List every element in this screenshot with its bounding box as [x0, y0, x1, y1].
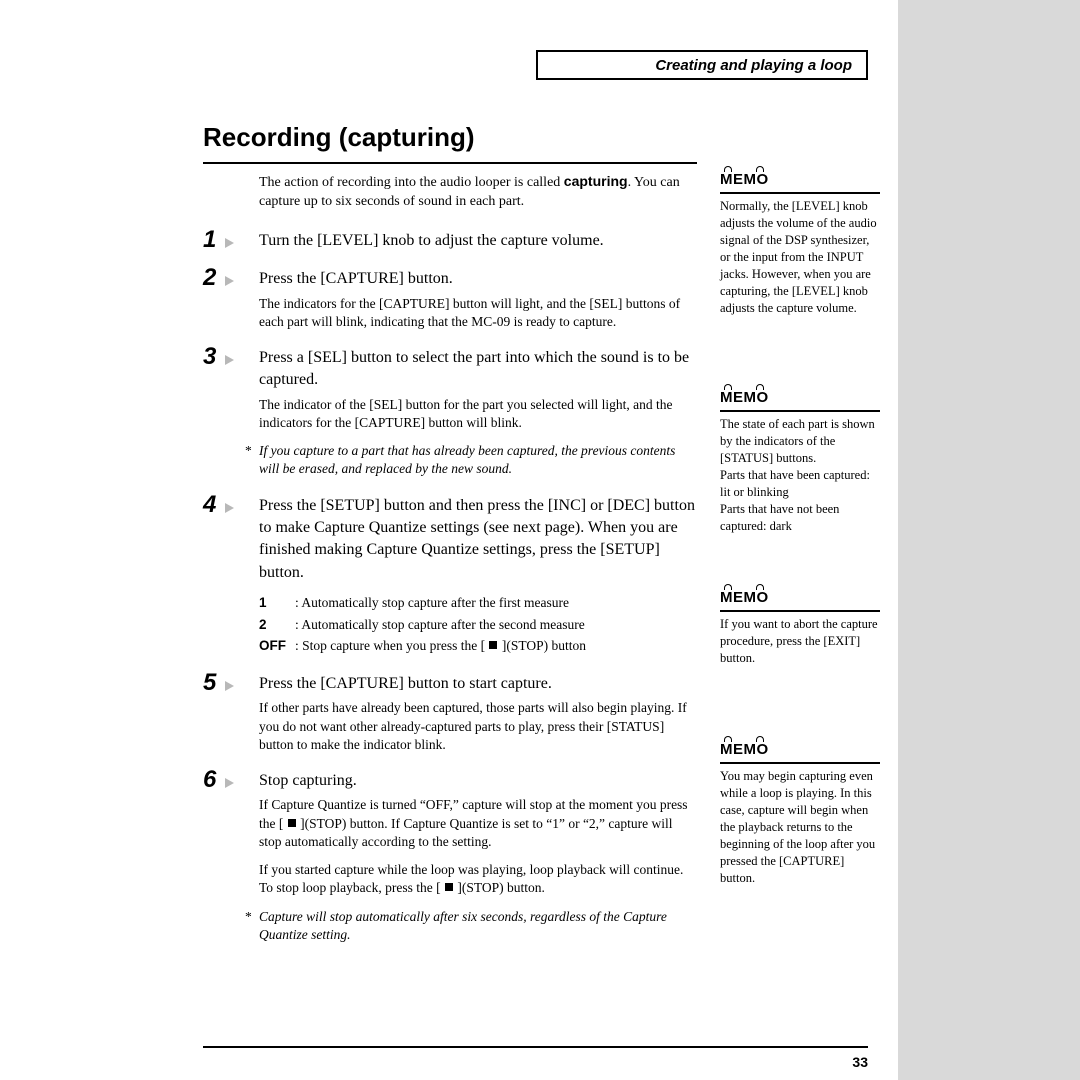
step-instruction: Press the [CAPTURE] button to start capt… — [259, 673, 697, 695]
memo-text: If you want to abort the capture procedu… — [720, 616, 880, 667]
step-2: 2Press the [CAPTURE] button.The indicato… — [203, 268, 697, 331]
page-number: 33 — [852, 1054, 868, 1070]
step-instruction: Press the [SETUP] button and then press … — [259, 495, 697, 585]
step-number: 3 — [203, 343, 216, 371]
step-arrow-icon — [225, 238, 234, 248]
quantize-setting: 2: Automatically stop capture after the … — [259, 614, 697, 636]
step-detail: The indicator of the [SEL] button for th… — [259, 396, 697, 432]
main-column: The action of recording into the audio l… — [203, 172, 697, 960]
quantize-setting: OFF: Stop capture when you press the [ ]… — [259, 635, 697, 657]
step-instruction: Turn the [LEVEL] knob to adjust the capt… — [259, 230, 697, 252]
step-instruction: Stop capturing. — [259, 770, 697, 792]
step-arrow-icon — [225, 778, 234, 788]
step-arrow-icon — [225, 276, 234, 286]
step-number: 5 — [203, 669, 216, 697]
step-number: 2 — [203, 264, 216, 292]
step-detail: The indicators for the [CAPTURE] button … — [259, 295, 697, 331]
step-1: 1Turn the [LEVEL] knob to adjust the cap… — [203, 230, 697, 252]
step-instruction: Press a [SEL] button to select the part … — [259, 347, 697, 392]
memo-icon: MEMO — [720, 588, 880, 612]
memo-icon: MEMO — [720, 170, 880, 194]
memo-box: MEMO If you want to abort the capture pro… — [720, 588, 880, 667]
step-4: 4Press the [SETUP] button and then press… — [203, 495, 697, 657]
memo-box: MEMO Normally, the [LEVEL] knob adjusts t… — [720, 170, 880, 316]
step-number: 4 — [203, 491, 216, 519]
memo-text: The state of each part is shown by the i… — [720, 416, 880, 534]
memo-text: You may begin capturing even while a loo… — [720, 768, 880, 886]
step-detail: If Capture Quantize is turned “OFF,” cap… — [259, 796, 697, 851]
step-6: 6Stop capturing.If Capture Quantize is t… — [203, 770, 697, 944]
quantize-setting: 1: Automatically stop capture after the … — [259, 592, 697, 614]
memo-icon: MEMO — [720, 388, 880, 412]
section-header-box: Creating and playing a loop — [536, 50, 868, 80]
memo-text: Normally, the [LEVEL] knob adjusts the v… — [720, 198, 880, 316]
step-arrow-icon — [225, 681, 234, 691]
step-3: 3Press a [SEL] button to select the part… — [203, 347, 697, 479]
step-number: 1 — [203, 226, 216, 254]
step-5: 5Press the [CAPTURE] button to start cap… — [203, 673, 697, 754]
sidebar-column — [898, 0, 1080, 1080]
page-title: Recording (capturing) — [203, 122, 697, 164]
intro-text: The action of recording into the audio l… — [259, 172, 697, 212]
step-instruction: Press the [CAPTURE] button. — [259, 268, 697, 290]
step-arrow-icon — [225, 503, 234, 513]
memo-icon: MEMO — [720, 740, 880, 764]
step-footnote: *If you capture to a part that has alrea… — [259, 442, 697, 478]
step-arrow-icon — [225, 355, 234, 365]
step-detail: If you started capture while the loop wa… — [259, 861, 697, 897]
step-footnote: *Capture will stop automatically after s… — [259, 908, 697, 944]
footer-rule — [203, 1046, 868, 1048]
memo-box: MEMO The state of each part is shown by t… — [720, 388, 880, 534]
section-header-text: Creating and playing a loop — [655, 57, 852, 74]
memo-box: MEMO You may begin capturing even while a… — [720, 740, 880, 886]
step-detail: If other parts have already been capture… — [259, 699, 697, 754]
step-number: 6 — [203, 766, 216, 794]
